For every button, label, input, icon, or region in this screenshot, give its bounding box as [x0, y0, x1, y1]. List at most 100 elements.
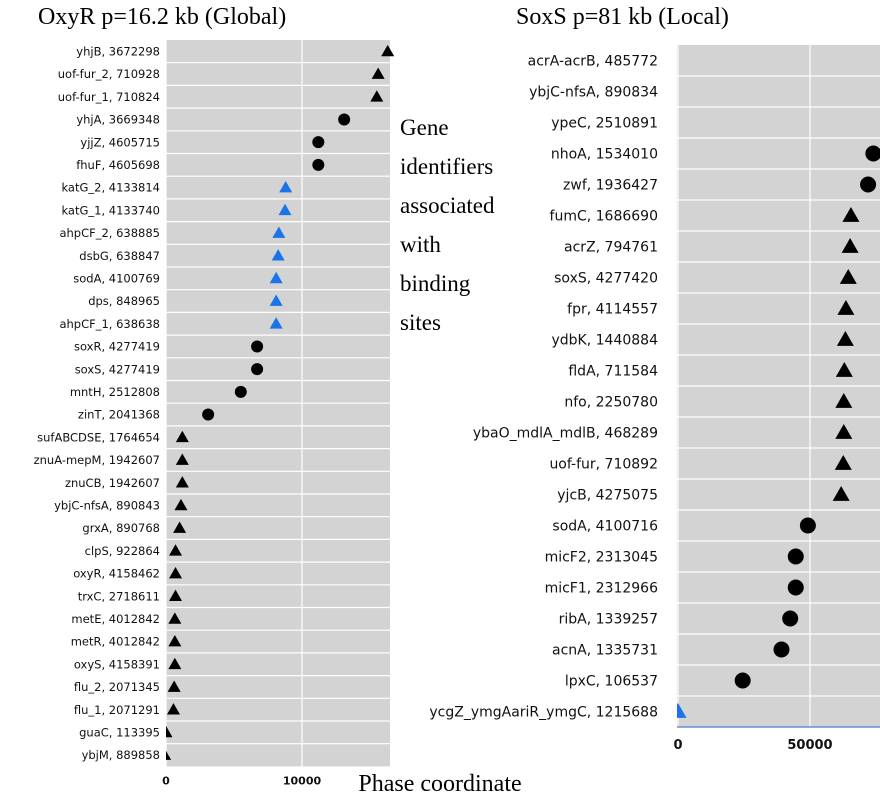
category-label: fumC, 1686690: [550, 209, 658, 225]
category-label: metE, 4012842: [71, 612, 160, 626]
right-chart-title: SoxS p=81 kb (Local): [516, 4, 729, 30]
data-point-triangle: [175, 476, 189, 488]
data-point-circle: [782, 610, 799, 627]
data-point-triangle: [677, 703, 687, 718]
annotation-text: Gene identifiers associated with binding…: [400, 108, 530, 342]
category-label: soxR, 4277419: [74, 340, 160, 354]
data-point-triangle: [168, 635, 182, 647]
category-label: metR, 4012842: [71, 635, 160, 649]
category-label: nhoA, 1534010: [551, 147, 658, 163]
data-point-triangle: [272, 226, 286, 238]
data-point-circle: [251, 363, 264, 376]
category-label: lpxC, 106537: [565, 674, 658, 690]
data-point-triangle: [168, 657, 182, 670]
category-label: yjcB, 4275075: [557, 488, 658, 504]
category-label: ybjC-nfsA, 890843: [54, 498, 160, 512]
data-point-circle: [799, 517, 816, 534]
category-label: acrA-acrB, 485772: [528, 54, 658, 70]
data-point-circle: [860, 176, 877, 193]
category-label: soxS, 4277420: [554, 271, 658, 287]
left-chart-title: OxyR p=16.2 kb (Global): [38, 4, 287, 30]
category-label: micF1, 2312966: [545, 581, 659, 597]
data-point-triangle: [269, 294, 283, 306]
data-point-circle: [202, 408, 215, 421]
category-label: flu_1, 2071291: [74, 703, 160, 717]
category-label: dsbG, 638847: [79, 249, 160, 263]
category-label: oxyS, 4158391: [74, 657, 160, 671]
category-label: sodA, 4100769: [73, 271, 160, 285]
data-point-triangle: [836, 331, 854, 346]
annotation-line: identifiers: [400, 154, 494, 179]
category-label: znuA-mepM, 1942607: [34, 453, 160, 467]
category-label: oxyR, 4158462: [73, 567, 160, 581]
category-label: flu_2, 2071345: [74, 680, 160, 694]
category-label: uof-fur, 710892: [549, 457, 658, 473]
data-point-triangle: [166, 703, 180, 715]
data-point-circle: [234, 385, 247, 398]
data-point-circle: [734, 672, 751, 689]
x-axis-label: Phase coordinate: [358, 771, 522, 797]
category-label: uof-fur_2, 710928: [58, 67, 160, 81]
data-point-triangle: [271, 249, 285, 261]
category-label: ycgZ_ymgAariR_ymgC, 1215688: [429, 705, 658, 721]
category-label: acrZ, 794761: [564, 240, 658, 256]
data-point-triangle: [370, 90, 384, 102]
data-point-triangle: [842, 207, 860, 222]
right-chart: 0 50000 acrA-acrB, 485772 ybjC-nfsA, 890834…: [429, 45, 880, 753]
data-point-triangle: [278, 203, 292, 216]
category-label: grxA, 890768: [82, 521, 160, 535]
data-point-triangle: [166, 750, 172, 760]
data-point-circle: [787, 579, 804, 596]
data-point-triangle: [169, 566, 183, 579]
category-label: mntH, 2512808: [70, 385, 160, 399]
data-point-triangle: [841, 238, 859, 253]
category-label: yhjB, 3672298: [76, 44, 160, 58]
data-point-circle: [312, 136, 325, 149]
category-label: ahpCF_2, 638885: [59, 226, 160, 240]
annotation-line: Gene: [400, 115, 449, 140]
category-label: yjjZ, 4605715: [80, 135, 160, 149]
category-label: clpS, 922864: [85, 544, 160, 558]
marks-group: [677, 145, 880, 718]
category-label: guaC, 113395: [79, 725, 160, 739]
category-label: sodA, 4100716: [552, 519, 658, 535]
data-point-triangle: [173, 521, 187, 533]
x-tick-label: 0: [162, 774, 170, 787]
data-point-triangle: [169, 544, 183, 556]
data-point-circle: [312, 158, 325, 171]
category-label: dps, 848965: [88, 294, 160, 308]
data-point-triangle: [175, 453, 189, 465]
category-label: trxC, 2718611: [78, 589, 160, 603]
category-label: znuCB, 1942607: [65, 476, 160, 490]
data-point-circle: [338, 113, 351, 126]
category-label: sufABCDSE, 1764654: [37, 430, 160, 444]
data-point-triangle: [168, 612, 182, 624]
category-label: katG_2, 4133814: [61, 181, 160, 195]
category-label: uof-fur_1, 710824: [58, 90, 160, 104]
data-point-triangle: [279, 181, 293, 193]
category-label: fldA, 711584: [568, 364, 658, 380]
category-label: ybaO_mdlA_mdlB, 468289: [473, 426, 658, 442]
category-label: nfo, 2250780: [564, 395, 658, 411]
data-point-triangle: [835, 393, 853, 408]
category-label: fpr, 4114557: [567, 302, 658, 318]
category-label: acnA, 1335731: [552, 643, 658, 659]
category-label: zwf, 1936427: [563, 178, 658, 194]
category-label: ahpCF_1, 638638: [59, 317, 160, 331]
annotation-line: with: [400, 232, 441, 257]
data-point-triangle: [835, 424, 853, 439]
data-point-triangle: [166, 725, 173, 738]
category-label: ypeC, 2510891: [551, 116, 658, 132]
data-point-circle: [251, 340, 264, 353]
x-tick-label: 10000: [283, 774, 322, 787]
category-label: ribA, 1339257: [559, 612, 658, 628]
data-point-triangle: [269, 317, 283, 329]
data-point-triangle: [835, 362, 853, 377]
data-point-triangle: [174, 498, 188, 511]
data-point-circle: [787, 548, 804, 565]
marks-group: [166, 44, 395, 760]
category-label: ybjC-nfsA, 890834: [529, 85, 658, 101]
category-label: soxS, 4277419: [75, 362, 160, 376]
category-label: ybjM, 889858: [82, 748, 160, 762]
data-point-triangle: [167, 680, 181, 692]
